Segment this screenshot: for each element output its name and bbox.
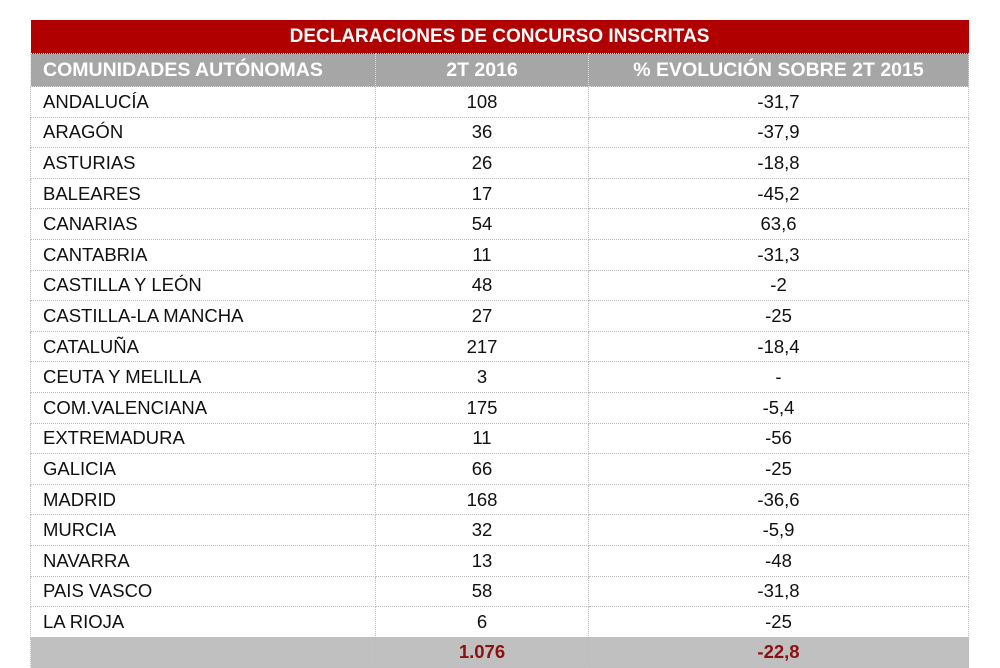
value-cell: 11 xyxy=(375,422,589,455)
region-cell: EXTREMADURA xyxy=(30,422,376,455)
table-row: CASTILLA-LA MANCHA 27 -25 xyxy=(30,300,970,332)
table-row: CATALUÑA 217 -18,4 xyxy=(30,330,970,363)
evolution-cell: -2 xyxy=(587,269,970,302)
evolution-cell: -5,4 xyxy=(587,391,970,424)
total-label xyxy=(30,636,376,668)
value-cell: 108 xyxy=(375,86,589,118)
value-cell: 13 xyxy=(375,544,589,577)
evolution-cell: -37,9 xyxy=(587,116,970,149)
region-cell: MADRID xyxy=(30,483,376,516)
region-cell: PAIS VASCO xyxy=(30,575,376,608)
value-cell: 48 xyxy=(375,269,589,302)
evolution-cell: -5,9 xyxy=(587,514,970,546)
region-cell: ARAGÓN xyxy=(30,116,376,149)
value-cell: 3 xyxy=(375,361,589,393)
value-cell: 217 xyxy=(375,330,589,363)
table-row: PAIS VASCO 58 -31,8 xyxy=(30,575,970,608)
table-row: BALEARES 17 -45,2 xyxy=(30,177,970,210)
region-cell: CEUTA Y MELILLA xyxy=(30,361,376,393)
evolution-cell: 63,6 xyxy=(587,208,970,240)
header-row: COMUNIDADES AUTÓNOMAS 2T 2016 % EVOLUCIÓ… xyxy=(30,53,970,87)
table-row: EXTREMADURA 11 -56 xyxy=(30,422,970,455)
region-cell: ASTURIAS xyxy=(30,147,376,179)
value-cell: 27 xyxy=(375,300,589,332)
evolution-cell: -18,8 xyxy=(587,147,970,179)
table-row: GALICIA 66 -25 xyxy=(30,453,970,485)
region-cell: GALICIA xyxy=(30,453,376,485)
column-header-evolution: % EVOLUCIÓN SOBRE 2T 2015 xyxy=(587,53,970,87)
region-cell: NAVARRA xyxy=(30,544,376,577)
value-cell: 26 xyxy=(375,147,589,179)
evolution-cell: -31,8 xyxy=(587,575,970,608)
region-cell: CATALUÑA xyxy=(30,330,376,363)
table-row: NAVARRA 13 -48 xyxy=(30,544,970,577)
value-cell: 6 xyxy=(375,606,589,638)
region-cell: ANDALUCÍA xyxy=(30,86,376,118)
evolution-cell: -36,6 xyxy=(587,483,970,516)
value-cell: 36 xyxy=(375,116,589,149)
region-cell: CASTILLA-LA MANCHA xyxy=(30,300,376,332)
table-row: MADRID 168 -36,6 xyxy=(30,483,970,516)
evolution-cell: -31,3 xyxy=(587,238,970,271)
region-cell: CASTILLA Y LEÓN xyxy=(30,269,376,302)
column-header-2t-2016: 2T 2016 xyxy=(375,53,589,87)
value-cell: 58 xyxy=(375,575,589,608)
table-row: CEUTA Y MELILLA 3- xyxy=(30,361,970,393)
table-row: ARAGÓN 36 -37,9 xyxy=(30,116,970,149)
value-cell: 17 xyxy=(375,177,589,210)
evolution-cell: -25 xyxy=(587,606,970,638)
total-row: 1.076 -22,8 xyxy=(30,636,970,668)
table-row: CANTABRIA 11 -31,3 xyxy=(30,238,970,271)
region-cell: BALEARES xyxy=(30,177,376,210)
region-cell: MURCIA xyxy=(30,514,376,546)
table-row: CASTILLA Y LEÓN 48 -2 xyxy=(30,269,970,302)
evolution-cell: -45,2 xyxy=(587,177,970,210)
concursos-table: DECLARACIONES DE CONCURSO INSCRITAS COMU… xyxy=(30,20,970,668)
region-cell: COM.VALENCIANA xyxy=(30,391,376,424)
table-row: ANDALUCÍA 108 -31,7 xyxy=(30,86,970,118)
table-row: LA RIOJA 6 -25 xyxy=(30,606,970,638)
column-header-region: COMUNIDADES AUTÓNOMAS xyxy=(30,53,376,87)
region-cell: LA RIOJA xyxy=(30,606,376,638)
evolution-cell: -25 xyxy=(587,300,970,332)
table-row: ASTURIAS 26 -18,8 xyxy=(30,147,970,179)
table-row: CANARIAS 54 63,6 xyxy=(30,208,970,240)
table-title-row: DECLARACIONES DE CONCURSO INSCRITAS xyxy=(30,20,969,54)
region-cell: CANTABRIA xyxy=(30,238,376,271)
evolution-cell: -31,7 xyxy=(587,86,970,118)
table-title: DECLARACIONES DE CONCURSO INSCRITAS xyxy=(30,20,969,54)
value-cell: 168 xyxy=(375,483,589,516)
table-row: MURCIA 32 -5,9 xyxy=(30,514,970,546)
evolution-cell: -25 xyxy=(587,453,970,485)
total-value: 1.076 xyxy=(375,636,589,668)
value-cell: 32 xyxy=(375,514,589,546)
table-row: COM.VALENCIANA 175 -5,4 xyxy=(30,391,970,424)
value-cell: 54 xyxy=(375,208,589,240)
value-cell: 11 xyxy=(375,238,589,271)
evolution-cell: -48 xyxy=(587,544,970,577)
evolution-cell: -56 xyxy=(587,422,970,455)
region-cell: CANARIAS xyxy=(30,208,376,240)
value-cell: 66 xyxy=(375,453,589,485)
evolution-cell: - xyxy=(587,361,970,393)
value-cell: 175 xyxy=(375,391,589,424)
evolution-cell: -18,4 xyxy=(587,330,970,363)
total-evolution: -22,8 xyxy=(587,636,970,668)
